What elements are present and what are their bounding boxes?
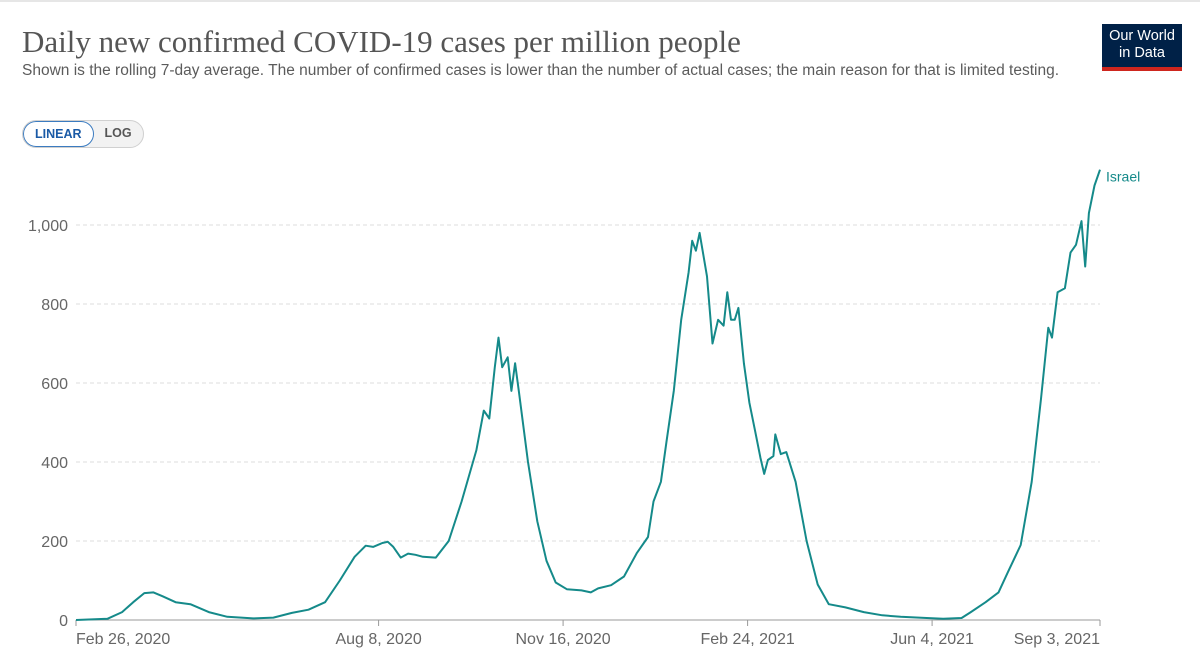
x-tick-label: Jun 4, 2021 xyxy=(890,631,974,648)
series-label-israel: Israel xyxy=(1106,169,1140,185)
x-tick-label: Feb 24, 2021 xyxy=(700,631,794,648)
chart-subtitle: Shown is the rolling 7-day average. The … xyxy=(22,62,1060,79)
chart-title: Daily new confirmed COVID-19 cases per m… xyxy=(22,24,741,59)
y-tick-label: 0 xyxy=(59,613,68,630)
scale-toggle: LINEAR LOG xyxy=(22,120,144,148)
x-tick-label: Nov 16, 2020 xyxy=(515,631,610,648)
logo-line-2: in Data xyxy=(1119,45,1165,61)
y-tick-label: 1,000 xyxy=(28,218,68,235)
y-tick-label: 800 xyxy=(41,297,68,314)
x-tick-label: Feb 26, 2020 xyxy=(76,631,170,648)
series-line-israel xyxy=(75,169,1101,621)
y-tick-label: 400 xyxy=(41,455,68,472)
x-tick-label: Aug 8, 2020 xyxy=(335,631,421,648)
linear-scale-button[interactable]: LINEAR xyxy=(23,121,94,147)
log-scale-button[interactable]: LOG xyxy=(104,126,132,140)
y-tick-label: 200 xyxy=(41,534,68,551)
x-tick-label: Sep 3, 2021 xyxy=(1014,631,1100,648)
owid-logo[interactable]: Our World in Data xyxy=(1102,24,1182,71)
logo-line-1: Our World xyxy=(1109,28,1175,44)
top-rule xyxy=(0,0,1200,2)
logo-accent-bar xyxy=(1102,67,1182,71)
y-tick-label: 600 xyxy=(41,376,68,393)
